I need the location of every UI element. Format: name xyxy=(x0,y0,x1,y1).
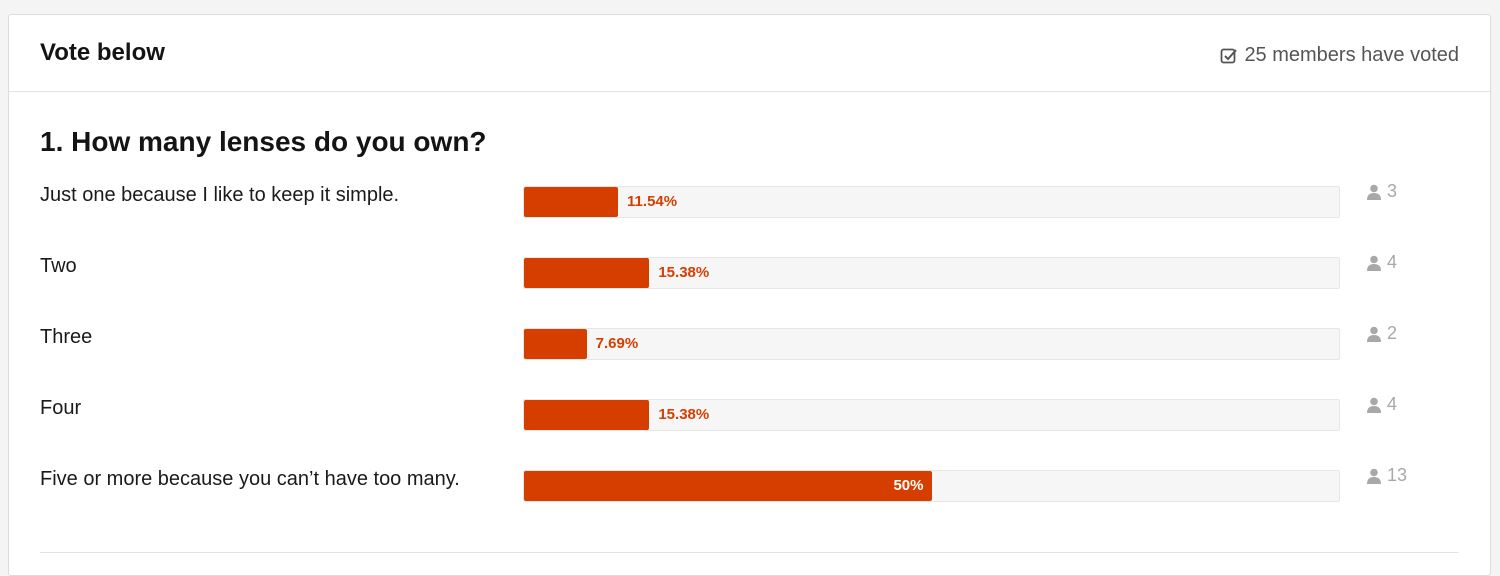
check-icon xyxy=(1221,48,1238,63)
bar-track: 15.38% xyxy=(523,257,1340,289)
bar-fill xyxy=(524,400,650,430)
question-title: 1. How many lenses do you own? xyxy=(40,126,487,157)
percent-label: 11.54% xyxy=(627,193,678,210)
voters-count: 25 members have voted xyxy=(1244,44,1459,66)
percent-label: 15.38% xyxy=(658,406,710,423)
option-label: Two xyxy=(40,255,77,277)
vote-number: 13 xyxy=(1387,465,1408,485)
person-icon xyxy=(1367,326,1381,342)
header-title: Vote below xyxy=(40,39,165,66)
person-icon xyxy=(1367,468,1381,484)
person-icon xyxy=(1367,397,1381,413)
vote-number: 2 xyxy=(1387,323,1398,343)
person-icon xyxy=(1367,255,1381,271)
voters-info: 25 members have voted xyxy=(1220,44,1459,67)
vote-number: 3 xyxy=(1387,181,1398,201)
poll-card: Vote below 25 members have voted 1. How … xyxy=(8,14,1491,576)
vote-count: 2 xyxy=(1367,323,1397,344)
vote-count: 4 xyxy=(1367,252,1397,273)
poll-header: Vote below 25 members have voted xyxy=(9,15,1490,92)
separator xyxy=(40,552,1459,553)
option-label: Just one because I like to keep it simpl… xyxy=(40,184,400,206)
bar-track: 15.38% xyxy=(523,399,1340,431)
bar-fill xyxy=(524,329,587,359)
bar-fill xyxy=(524,187,619,217)
page: Vote below 25 members have voted 1. How … xyxy=(8,14,1491,576)
bar-track: 50% xyxy=(523,470,1340,502)
vote-count: 3 xyxy=(1367,181,1397,202)
bar-track: 11.54% xyxy=(523,186,1340,218)
vote-count: 13 xyxy=(1367,465,1407,486)
bar-fill xyxy=(524,471,932,501)
option-label: Five or more because you can’t have too … xyxy=(40,468,460,490)
vote-number: 4 xyxy=(1387,252,1398,272)
vote-number: 4 xyxy=(1387,394,1398,414)
option-label: Three xyxy=(40,326,93,348)
option-label: Four xyxy=(40,397,82,419)
person-icon xyxy=(1367,184,1381,200)
percent-label: 15.38% xyxy=(658,264,710,281)
bar-track: 7.69% xyxy=(523,328,1340,360)
vote-count: 4 xyxy=(1367,394,1397,415)
percent-label: 7.69% xyxy=(595,335,639,352)
percent-label: 50% xyxy=(893,477,924,494)
bar-fill xyxy=(524,258,650,288)
